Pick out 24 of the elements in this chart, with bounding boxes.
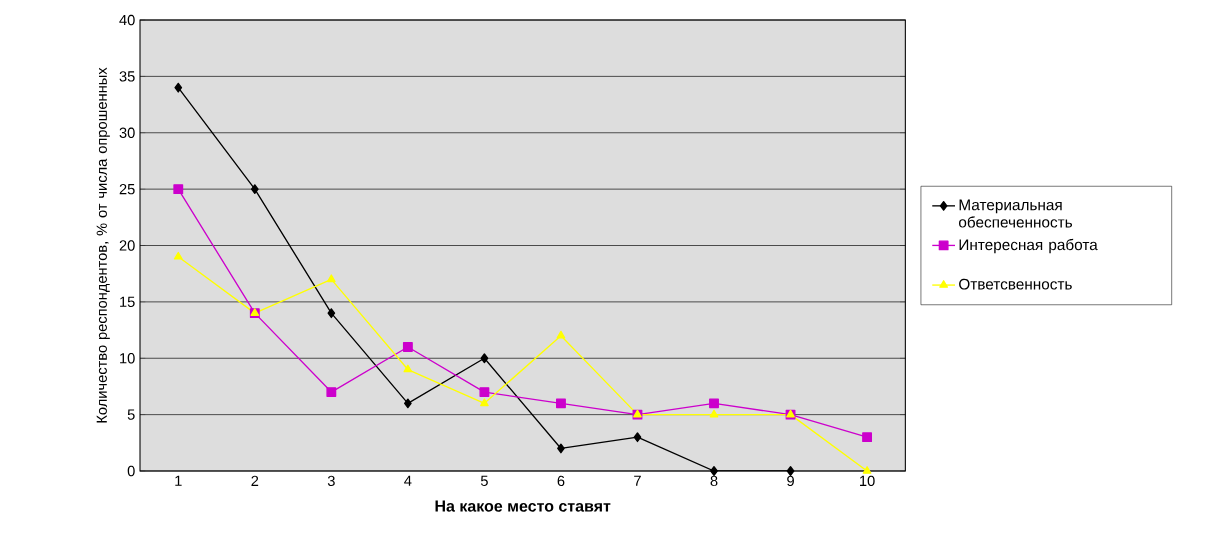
legend-label: Материальная обеспеченность [959, 199, 1073, 228]
legend-label: Интересная работа [959, 238, 1098, 254]
x-tick-label: 9 [787, 475, 794, 487]
x-tick-label: 8 [710, 475, 718, 487]
x-tick-label: 4 [404, 475, 412, 486]
x-tick-label: 7 [634, 475, 641, 486]
y-tick-label: 5 [127, 409, 135, 420]
y-axis-title: Количество респондентов, % от числа опрошенных [96, 67, 110, 423]
y-tick-label: 0 [127, 465, 135, 477]
x-axis-title: На какое место ставят [435, 500, 611, 512]
x-tick-label: 1 [175, 475, 182, 486]
x-tick-label: 3 [327, 475, 335, 487]
y-tick-label: 35 [119, 71, 135, 82]
y-tick-label: 25 [119, 183, 135, 195]
y-tick-label: 10 [120, 353, 135, 364]
y-tick-label: 20 [119, 240, 135, 251]
x-tick-label: 10 [860, 475, 875, 487]
y-tick-label: 30 [119, 127, 135, 138]
y-tick-label: 40 [119, 14, 135, 26]
x-tick-label: 5 [480, 475, 488, 486]
x-tick-label: 2 [251, 475, 259, 486]
y-tick-label: 15 [120, 296, 135, 307]
x-tick-label: 6 [557, 475, 565, 487]
legend-label: Ответсвенность [959, 278, 1072, 290]
